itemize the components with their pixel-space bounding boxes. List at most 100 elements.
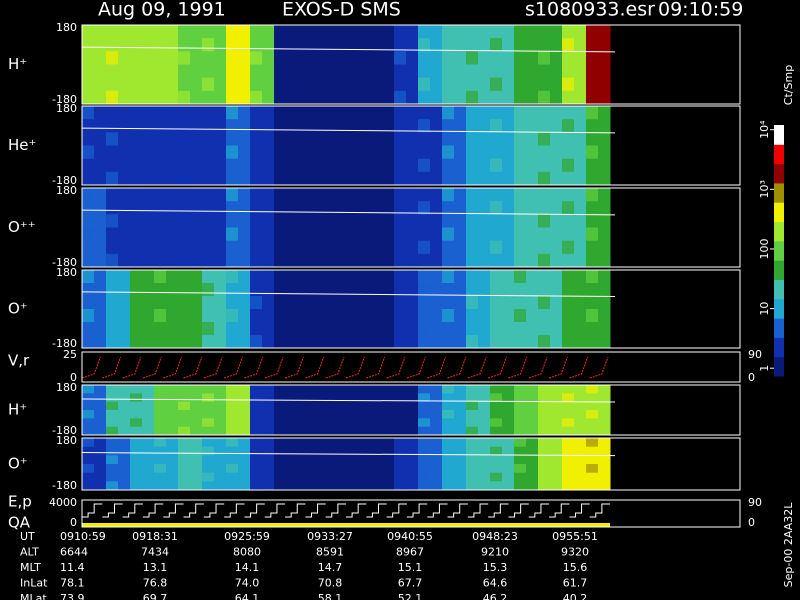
table-cell: 76.8 [143,577,168,590]
cell-texture [226,410,238,419]
cell-texture [466,455,478,464]
table-cell: 11.4 [60,561,85,574]
cell-texture [418,119,430,133]
cell-texture [82,385,94,394]
y-tick-label: 180 [56,21,77,34]
file: s1080933.esr [525,0,655,21]
cell-texture [178,171,190,185]
cell-texture [250,90,262,104]
cell-texture [490,322,502,335]
panel-frame [81,269,741,349]
panel-frame [81,24,741,105]
cell-texture [202,446,214,456]
table-cell: 7434 [141,546,169,559]
cell-texture [202,201,214,215]
cell-texture [250,401,262,410]
table-cell: 8591 [316,546,344,559]
table-cell: 46.2 [483,592,508,600]
panel-label: V,r [8,352,30,370]
cell-texture [250,253,262,267]
cell-texture [562,240,574,254]
cell-texture [106,401,118,410]
table-cell: 13.1 [143,561,168,574]
spectrogram-cell [490,188,515,267]
y-tick-label: 180 [56,434,77,447]
cell-texture [154,106,166,120]
cell-texture [394,214,406,228]
cell-texture [106,296,118,309]
cell-texture [466,253,478,267]
colorbar-swatch [774,298,784,319]
cell-texture [226,270,238,283]
colorbar-tick-label: 10³ [758,180,771,198]
cell-texture [226,438,238,447]
cell-texture [562,283,574,296]
cell-texture [130,77,142,91]
trace [81,291,616,298]
panel-label: H⁺ [8,55,27,73]
cell-texture [562,393,574,402]
cell-texture [130,201,142,215]
cell-texture [514,188,526,202]
cell-texture [202,418,214,427]
table-cell: 15.3 [483,561,508,574]
cell-texture [562,322,574,335]
stairs [305,503,326,518]
sawtooth [102,356,122,379]
spectrogram-cell [298,25,323,104]
cell-texture [202,240,214,254]
cell-texture [130,446,142,456]
cell-texture [130,158,142,172]
panel-frame [81,351,741,383]
cell-texture [418,77,430,91]
cell-texture [250,426,262,435]
stairs [142,503,164,518]
table-cell: 0940:55 [387,530,433,543]
cell-texture [250,481,262,490]
cell-texture [394,455,406,464]
trace [81,452,616,457]
cell-texture [562,158,574,172]
trace [81,398,616,403]
cell-texture [178,296,190,309]
sawtooth [325,356,345,379]
colorbar-tick-label: 100 [758,238,771,259]
cell-texture [490,38,502,52]
sawtooth [467,356,487,379]
cell-texture [394,132,406,146]
right-tick-label: 0 [748,516,755,529]
spectrogram-cell [346,270,371,348]
cell-texture [130,38,142,52]
cell-texture [178,132,190,146]
cell-texture [490,240,502,254]
cell-texture [538,455,550,464]
cell-texture [538,481,550,490]
cell-texture [130,393,142,402]
cell-texture [178,51,190,65]
cell-texture [490,472,502,482]
spectrogram-cell [394,385,419,435]
cell-texture [178,401,190,410]
cell-texture [538,426,550,435]
colorbar-swatch [774,221,784,242]
sawtooth [142,356,162,379]
cell-texture [442,64,454,78]
spectrogram-cell [322,188,347,267]
cell-texture [226,309,238,322]
cell-texture [466,296,478,309]
cell-texture [586,227,598,241]
cell-texture [82,25,94,39]
cell-texture [490,418,502,427]
panel-label: O⁺⁺ [8,218,36,236]
sawtooth [244,356,264,379]
row-label: ALT [20,546,39,559]
spectrogram-cell [130,270,155,348]
cell-texture [202,393,214,402]
cell-texture [82,145,94,159]
spectrogram-cell [418,270,443,348]
stairs [325,503,346,518]
cell-texture [538,171,550,185]
cell-texture [514,227,526,241]
panel-label: He⁺ [8,136,36,154]
colorbar-swatch [774,260,784,280]
